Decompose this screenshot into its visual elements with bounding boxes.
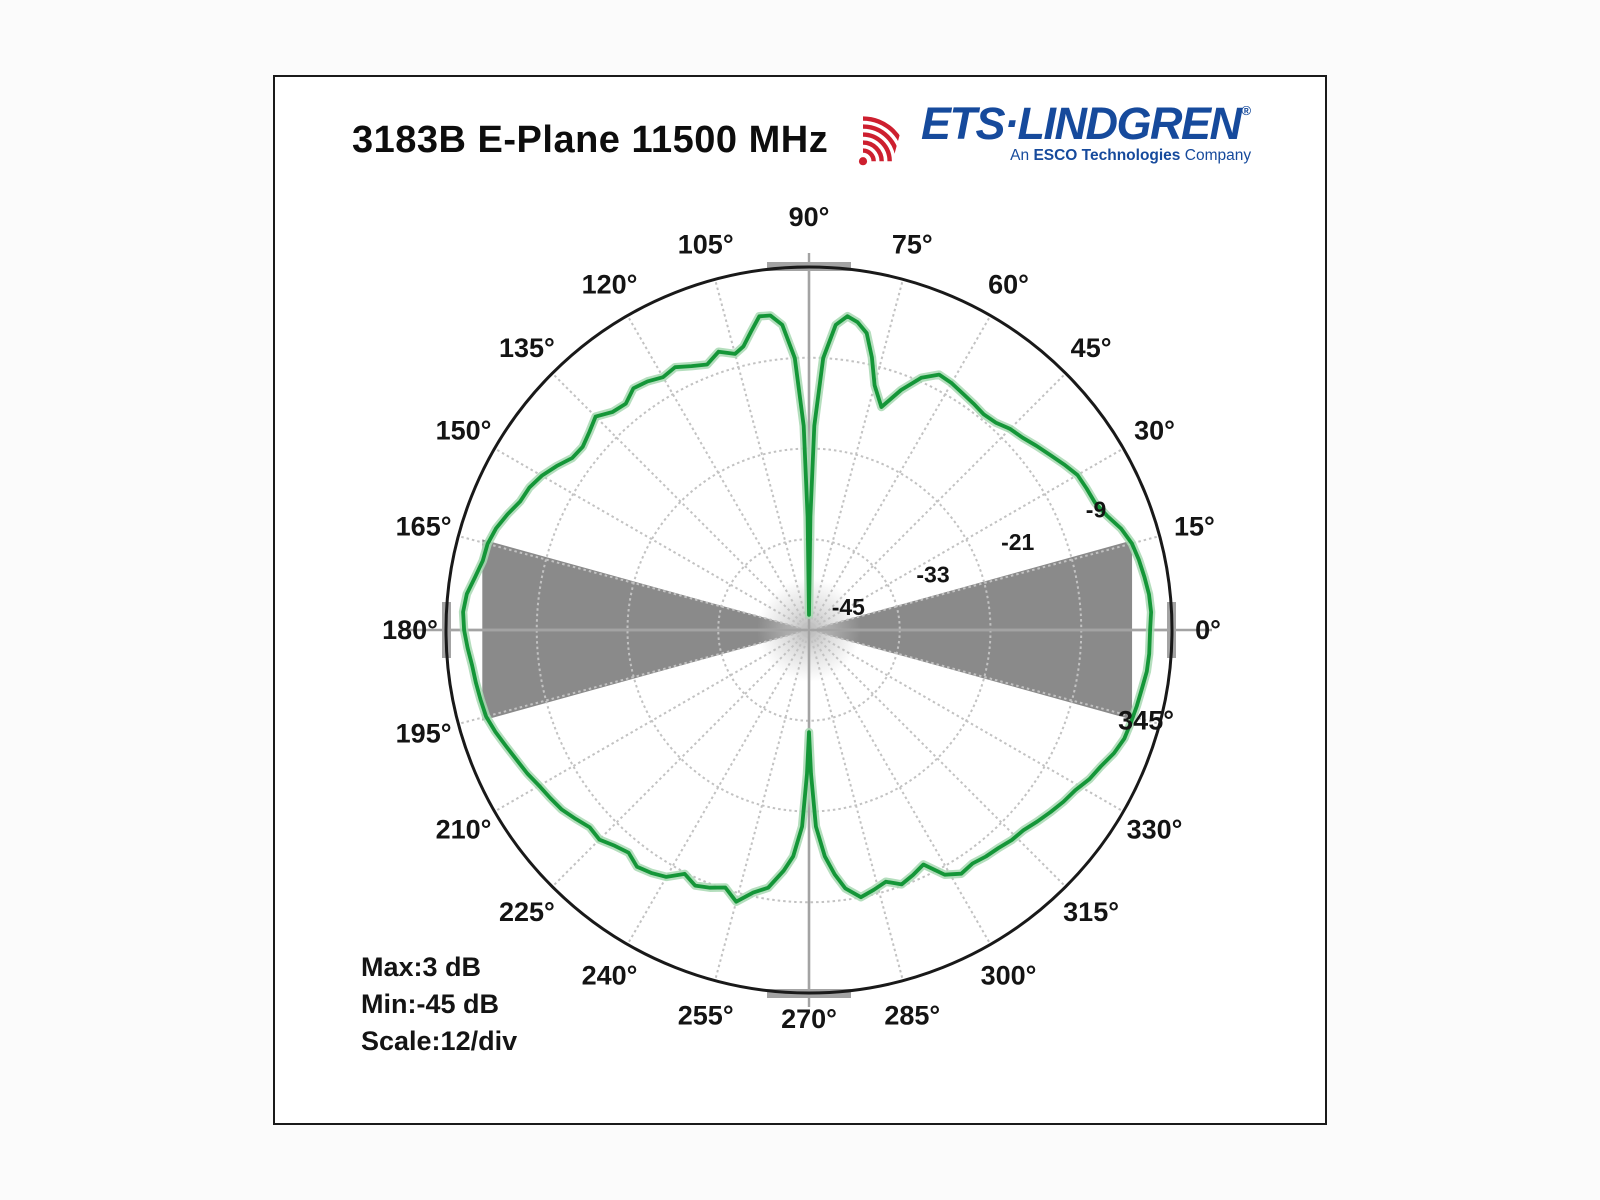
plot-border-panel: 0° 15° 30° 45° 60° 75° 90° 105° 120° 135° 150° 165°… [273, 75, 1327, 1125]
angle-label-300: 300° [981, 961, 1037, 991]
angle-label-240: 240° [582, 961, 638, 991]
angle-label-15: 15° [1174, 512, 1215, 542]
radial-label--9: -9 [1086, 496, 1106, 522]
pattern-trace [458, 311, 1156, 906]
radial-label--21: -21 [1001, 529, 1034, 555]
angle-label-75: 75° [892, 230, 933, 260]
logo-tagline: An ESCO Technologies Company [1010, 147, 1251, 165]
angle-label-195: 195° [396, 718, 452, 748]
chart-title: 3183B E-Plane 11500 MHz [352, 119, 829, 161]
angle-label-270: 270° [781, 1004, 837, 1034]
angle-label-285: 285° [884, 1000, 940, 1030]
angle-label-0: 0° [1195, 615, 1221, 645]
angle-label-210: 210° [436, 815, 492, 845]
cardinal-axis-ticks [406, 253, 1212, 1007]
polar-pattern-chart: 0° 15° 30° 45° 60° 75° 90° 105° 120° 135° 150° 165°… [382, 202, 1221, 1034]
angle-label-90: 90° [789, 202, 830, 232]
angle-label-105: 105° [678, 230, 734, 260]
registered-mark: ® [1241, 103, 1252, 118]
angle-label-345: 345° [1118, 705, 1174, 735]
angle-label-150: 150° [436, 416, 492, 446]
scale-per-div-label: Scale:12/div [361, 1026, 518, 1056]
angle-label-30: 30° [1134, 416, 1175, 446]
radial-label--33: -33 [916, 561, 949, 587]
tagline-company: Company [1184, 147, 1252, 164]
angle-label-165: 165° [396, 512, 452, 542]
tagline-an: An [1010, 147, 1030, 164]
angle-label-225: 225° [499, 897, 555, 927]
outer-circle [444, 265, 1174, 995]
max-value-label: Max:3 dB [361, 952, 482, 982]
angle-label-255: 255° [678, 1000, 734, 1030]
angle-tick-labels: 0° 15° 30° 45° 60° 75° 90° 105° 120° 135° 150° 165°… [382, 202, 1221, 1034]
logo-text-column: ETS·LINDGREN ® An ESCO Technologies Comp… [921, 101, 1251, 165]
angle-label-330: 330° [1127, 815, 1183, 845]
angle-label-180: 180° [382, 615, 438, 645]
scale-info-block: Max:3 dB Min:-45 dB Scale:12/div [361, 949, 517, 1060]
radial-scale-labels: -9 -21 -33 -45 [832, 496, 1107, 620]
min-value-label: Min:-45 dB [361, 989, 499, 1019]
radial-label--45: -45 [832, 594, 865, 620]
logo-wordmark: ETS·LINDGREN [921, 98, 1242, 149]
angle-label-315: 315° [1063, 897, 1119, 927]
angle-label-45: 45° [1071, 333, 1112, 363]
radio-waves-icon [858, 116, 907, 166]
angle-label-135: 135° [499, 333, 555, 363]
tagline-esco: ESCO Technologies [1033, 147, 1181, 164]
angle-label-60: 60° [988, 270, 1029, 300]
angle-label-120: 120° [582, 270, 638, 300]
ets-lindgren-logo: ETS·LINDGREN ® An ESCO Technologies Comp… [855, 101, 1251, 187]
